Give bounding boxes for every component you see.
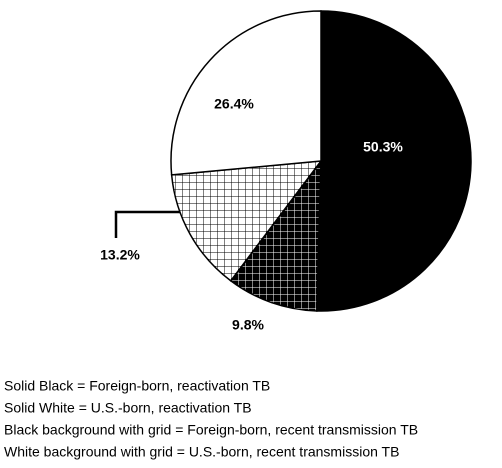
slice-label: 13.2%: [100, 247, 140, 263]
legend-note: Solid Black = Foreign-born, reactivation…: [4, 378, 270, 394]
slice-label: 50.3%: [363, 139, 403, 155]
legend-note: White background with grid = U.S.-born, …: [4, 444, 399, 460]
pie-slice: [229, 158, 322, 312]
pie-slice: [315, 10, 472, 312]
slice-label: 26.4%: [214, 96, 254, 112]
legend-note: Solid White = U.S.-born, reactivation TB: [4, 400, 252, 416]
slice-label: 9.8%: [232, 317, 264, 333]
pie-slice: [170, 160, 323, 282]
legend-note: Black background with grid = Foreign-bor…: [4, 422, 418, 438]
pie-slice: [170, 10, 322, 176]
